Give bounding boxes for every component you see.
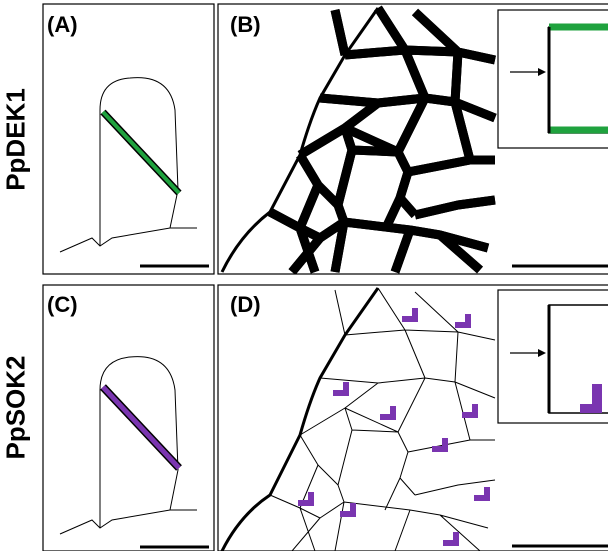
- inset-b-green-walls: [549, 23, 608, 134]
- panel-label-d: (D): [230, 292, 261, 317]
- panel-d-cell-walls: [269, 287, 496, 551]
- panel-label-b: (B): [230, 12, 261, 37]
- panel-d-inset: [497, 289, 608, 424]
- panel-label-c: (C): [47, 292, 78, 317]
- panel-b: [217, 3, 608, 275]
- panel-d: [217, 284, 608, 551]
- panel-c-cell-outline: [59, 356, 197, 535]
- panel-a-cell-outline: [59, 77, 197, 253]
- panel-a-green-wall: [101, 110, 181, 195]
- panel-a: [42, 3, 215, 275]
- panel-b-inset: [497, 9, 608, 149]
- panel-c: [42, 284, 215, 551]
- right-arrow-icon: [510, 349, 546, 357]
- right-arrow-icon: [510, 68, 546, 76]
- panel-label-a: (A): [47, 12, 78, 37]
- panel-c-purple-wall: [101, 385, 181, 470]
- panel-d-sok2-marks: [298, 308, 490, 546]
- inset-d-purple-corner: [580, 384, 602, 413]
- panel-b-cell-walls: [270, 8, 495, 274]
